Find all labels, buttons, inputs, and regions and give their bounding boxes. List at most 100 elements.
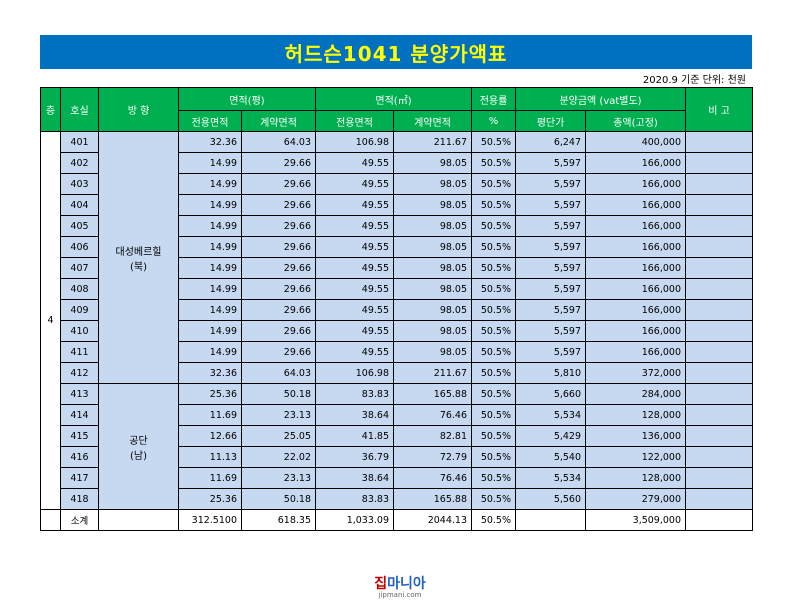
- header-area-pyeong: 면적(평): [178, 87, 316, 111]
- value-cell-m-ex: 49.55: [315, 320, 394, 342]
- value-cell-p-ct: 29.66: [241, 215, 316, 237]
- value-cell-m-ex: 49.55: [315, 152, 394, 174]
- value-cell-unit: 5,810: [515, 362, 587, 384]
- value-cell-p-ex: 14.99: [178, 257, 242, 279]
- value-cell-ratio: 50.5%: [471, 278, 517, 300]
- watermark-logo-part-a: 집: [374, 576, 388, 592]
- value-cell-ratio: 50.5%: [471, 215, 517, 237]
- table-row: 412 32.36 64.03 106.98 211.67 50.5% 5,810 372,0…: [41, 362, 754, 384]
- value-cell-total: 284,000: [585, 383, 687, 405]
- value-cell-unit: 5,597: [515, 215, 587, 237]
- table-row: 405 14.99 29.66 49.55 98.05 50.5% 5,597 166,000: [41, 215, 754, 237]
- value-cell-unit: 5,560: [515, 488, 587, 510]
- value-cell-p-ct: 23.13: [241, 404, 316, 426]
- watermark-logo-part-b: 마니아: [387, 576, 426, 592]
- value-cell-m-ct: 98.05: [392, 299, 473, 321]
- room-cell: 403: [60, 173, 99, 195]
- subtotal-label: 소계: [60, 509, 99, 531]
- value-cell-p-ex: 14.99: [178, 173, 242, 195]
- value-cell-ratio: 50.5%: [471, 173, 517, 195]
- value-cell-p-ct: 50.18: [241, 383, 316, 405]
- room-cell: 407: [60, 257, 99, 279]
- value-cell-m-ct: 98.05: [392, 341, 473, 363]
- value-cell-total: 400,000: [585, 131, 687, 153]
- value-cell-p-ex: 11.13: [178, 446, 242, 468]
- remarks-cell: [685, 383, 754, 405]
- room-cell: 406: [60, 236, 99, 258]
- header-floor: 층: [40, 87, 61, 132]
- value-cell-p-ct: 29.66: [241, 341, 316, 363]
- room-cell: 408: [60, 278, 99, 300]
- value-cell-p-ct: 29.66: [241, 173, 316, 195]
- table-row: 409 14.99 29.66 49.55 98.05 50.5% 5,597 166,000: [41, 299, 754, 321]
- room-cell: 418: [60, 488, 99, 510]
- header-pyeong-contract: 계약면적: [241, 110, 316, 132]
- header-price: 분양금액 (vat별도): [515, 87, 687, 111]
- subtotal-unit: [515, 509, 587, 531]
- watermark-url: jipmani.com: [378, 591, 422, 599]
- value-cell-m-ct: 98.05: [392, 173, 473, 195]
- remarks-cell: [685, 173, 754, 195]
- value-cell-total: 122,000: [585, 446, 687, 468]
- value-cell-m-ct: 165.88: [392, 488, 473, 510]
- table-row: 414 11.69 23.13 38.64 76.46 50.5% 5,534 128,000: [41, 404, 754, 426]
- value-cell-m-ct: 76.46: [392, 467, 473, 489]
- room-cell: 411: [60, 341, 99, 363]
- value-cell-p-ct: 29.66: [241, 152, 316, 174]
- subtotal-p-ct: 618.35: [241, 509, 316, 531]
- value-cell-ratio: 50.5%: [471, 152, 517, 174]
- remarks-cell: [685, 404, 754, 426]
- value-cell-m-ct: 98.05: [392, 194, 473, 216]
- value-cell-p-ct: 22.02: [241, 446, 316, 468]
- value-cell-total: 166,000: [585, 215, 687, 237]
- value-cell-unit: 5,660: [515, 383, 587, 405]
- value-cell-unit: 5,597: [515, 341, 587, 363]
- remarks-cell: [685, 236, 754, 258]
- value-cell-p-ct: 25.05: [241, 425, 316, 447]
- room-cell: 415: [60, 425, 99, 447]
- value-cell-total: 166,000: [585, 257, 687, 279]
- header-sqm-exclusive: 전용면적: [315, 110, 394, 132]
- header-unit-price: 평단가: [515, 110, 587, 132]
- value-cell-total: 166,000: [585, 341, 687, 363]
- value-cell-p-ex: 14.99: [178, 152, 242, 174]
- site-watermark: 집마니아 jipmani.com: [365, 577, 435, 599]
- subtotal-total: 3,509,000: [585, 509, 687, 531]
- value-cell-unit: 5,597: [515, 278, 587, 300]
- value-cell-m-ct: 98.05: [392, 320, 473, 342]
- value-cell-total: 166,000: [585, 173, 687, 195]
- table-row: 410 14.99 29.66 49.55 98.05 50.5% 5,597 166,000: [41, 320, 754, 342]
- table-row: 415 12.66 25.05 41.85 82.81 50.5% 5,429 136,000: [41, 425, 754, 447]
- value-cell-ratio: 50.5%: [471, 320, 517, 342]
- value-cell-p-ct: 29.66: [241, 236, 316, 258]
- remarks-cell: [685, 467, 754, 489]
- remarks-cell: [685, 194, 754, 216]
- remarks-cell: [685, 446, 754, 468]
- value-cell-p-ex: 32.36: [178, 362, 242, 384]
- value-cell-m-ex: 36.79: [315, 446, 394, 468]
- remarks-cell: [685, 278, 754, 300]
- watermark-logo: 집마니아: [365, 577, 435, 591]
- remarks-cell: [685, 131, 754, 153]
- value-cell-total: 166,000: [585, 320, 687, 342]
- value-cell-ratio: 50.5%: [471, 446, 517, 468]
- value-cell-total: 166,000: [585, 278, 687, 300]
- value-cell-m-ex: 49.55: [315, 278, 394, 300]
- header-area-sqm: 면적(㎡): [314, 87, 473, 111]
- subtotal-p-ex: 312.5100: [178, 509, 242, 531]
- value-cell-p-ex: 25.36: [178, 488, 242, 510]
- value-cell-m-ex: 49.55: [315, 341, 394, 363]
- value-cell-m-ct: 82.81: [392, 425, 473, 447]
- subtotal-row: 소계 312.5100 618.35 1,033.09 2044.13 50.5% 3,50…: [40, 509, 754, 531]
- room-cell: 416: [60, 446, 99, 468]
- value-cell-m-ex: 49.55: [315, 236, 394, 258]
- value-cell-p-ct: 50.18: [241, 488, 316, 510]
- value-cell-total: 166,000: [585, 236, 687, 258]
- header-total-price: 총액(고정): [585, 110, 687, 132]
- value-cell-m-ct: 211.67: [392, 362, 473, 384]
- direction-cell: 대성베르힐 (북): [98, 131, 179, 384]
- header-ratio: 전용률: [471, 87, 517, 111]
- value-cell-p-ex: 25.36: [178, 383, 242, 405]
- room-cell: 405: [60, 215, 99, 237]
- value-cell-unit: 5,534: [515, 467, 587, 489]
